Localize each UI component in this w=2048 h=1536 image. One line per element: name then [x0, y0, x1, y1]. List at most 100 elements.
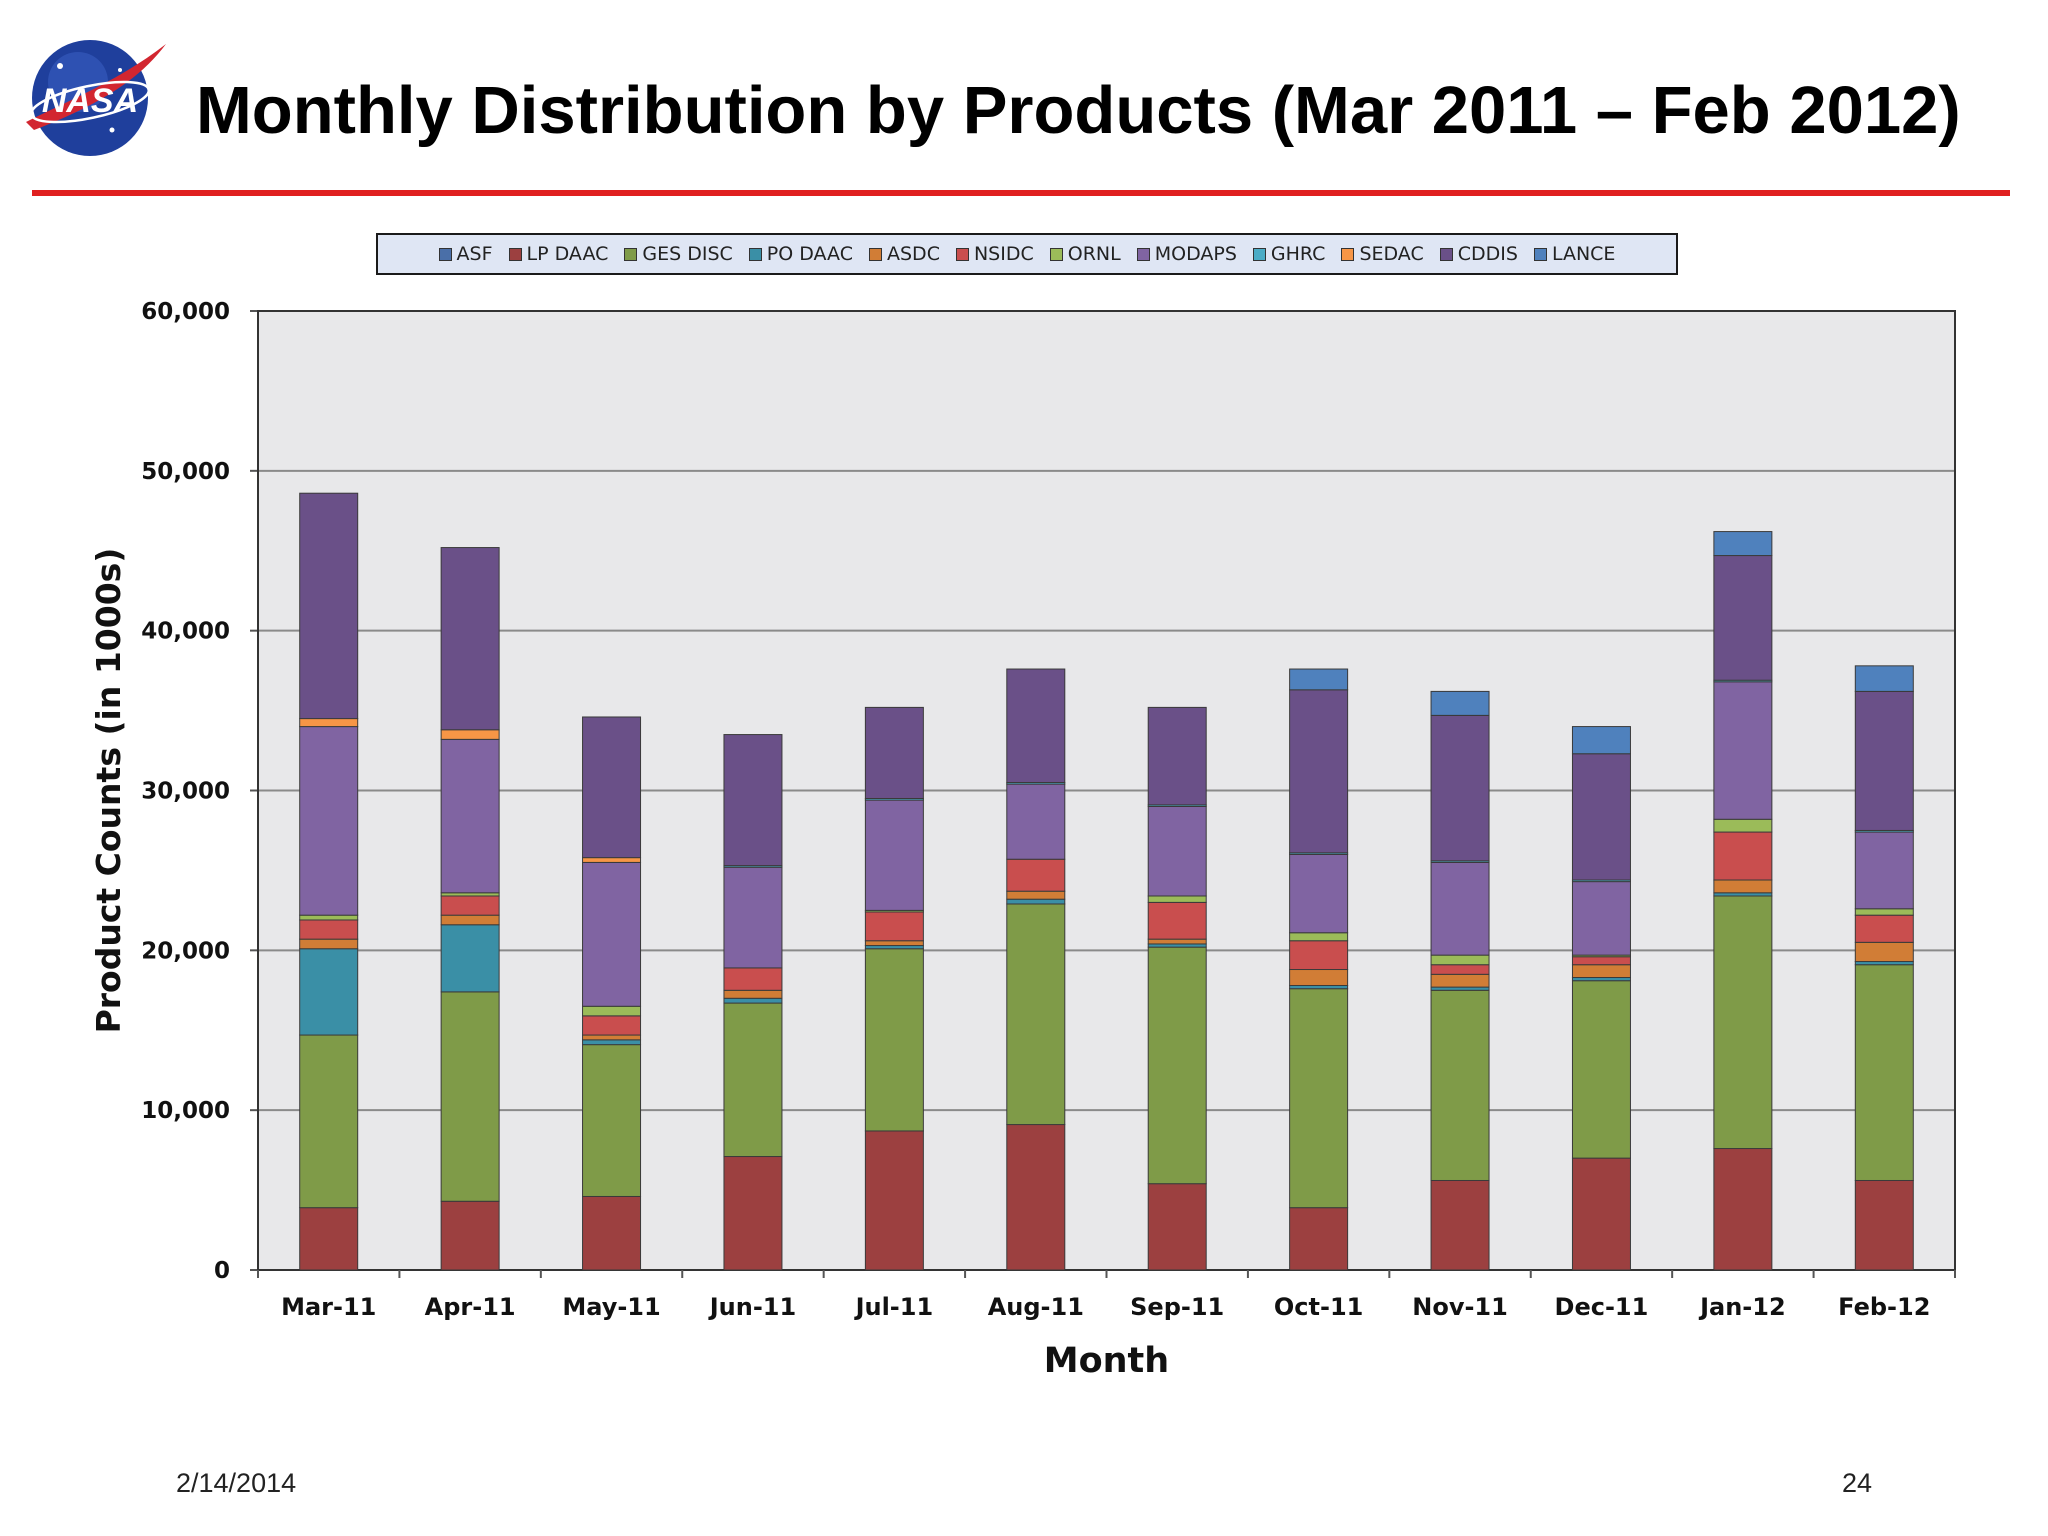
bar-segment-lance: [1430, 690, 1490, 716]
bar-segment-po-daac: [440, 924, 500, 993]
bar-segment-cddis: [1430, 714, 1490, 862]
bar-segment-cddis: [723, 734, 783, 867]
legend-label: MODAPS: [1154, 243, 1237, 265]
bar-segment-asdc: [1854, 941, 1914, 963]
bar-segment-ges-disc: [1430, 989, 1490, 1181]
bar-segment-nsidc: [1289, 940, 1349, 971]
slide-date: 2/14/2014: [176, 1468, 297, 1498]
bar-segment-ges-disc: [299, 1034, 359, 1209]
x-tick-label: May-11: [562, 1293, 660, 1321]
bar-segment-modaps: [1571, 881, 1631, 956]
x-tick-label: Jan-12: [1698, 1293, 1786, 1321]
legend-item: GES DISC: [624, 243, 733, 265]
legend-swatch: [1439, 247, 1453, 261]
bar-segment-ornl: [1289, 932, 1349, 942]
bar-segment-lp-daac: [1006, 1124, 1066, 1271]
bar-segment-cddis: [1289, 689, 1349, 854]
legend-item: PO DAAC: [748, 243, 853, 265]
bar-segment-asdc: [440, 914, 500, 926]
bar-segment-asdc: [1571, 964, 1631, 979]
legend-label: CDDIS: [1457, 243, 1518, 265]
bar-segment-cddis: [864, 706, 924, 799]
bar-segment-nsidc: [1430, 964, 1490, 975]
bar-segment-ges-disc: [1713, 895, 1773, 1150]
legend-label: NSIDC: [973, 243, 1034, 265]
x-tick-label: Oct-11: [1274, 1293, 1363, 1321]
bar-segment-lp-daac: [440, 1200, 500, 1271]
bar-segment-asdc: [1289, 969, 1349, 986]
bar-segment-ges-disc: [1006, 903, 1066, 1126]
bar-segment-modaps: [723, 866, 783, 969]
y-tick-label: 20,000: [141, 938, 230, 964]
legend-item: MODAPS: [1136, 243, 1237, 265]
bar-segment-nsidc: [440, 895, 500, 916]
bar-segment-cddis: [1854, 690, 1914, 831]
legend-swatch: [1341, 247, 1355, 261]
bar-segment-ges-disc: [1289, 988, 1349, 1209]
x-tick-label: Feb-12: [1838, 1293, 1930, 1321]
stacked-bar-chart: 0 10,000 20,000 30,000 40,000 50,000 60,000 Mar…: [89, 299, 1956, 1381]
nasa-logo: NASA: [26, 40, 166, 156]
legend-item: NSIDC: [955, 243, 1034, 265]
x-tick-label: Mar-11: [281, 1293, 376, 1321]
legend-swatch: [438, 247, 452, 261]
legend-label: GHRC: [1270, 243, 1326, 265]
bar-segment-modaps: [582, 861, 642, 1007]
bar-segment-modaps: [1006, 783, 1066, 860]
x-tick-label: Jun-11: [708, 1293, 796, 1321]
y-tick-label: 60,000: [141, 299, 230, 325]
x-tick-label: Apr-11: [425, 1293, 516, 1321]
title-divider: [32, 190, 2010, 196]
bar-segment-lp-daac: [1289, 1207, 1349, 1271]
bar-segment-sedac: [299, 718, 359, 728]
x-tick-label: Dec-11: [1555, 1293, 1649, 1321]
x-tick-label: Sep-11: [1130, 1293, 1224, 1321]
bar-segment-ornl: [1713, 818, 1773, 833]
bar-segment-ges-disc: [1147, 946, 1207, 1185]
bar-segment-sedac: [440, 729, 500, 740]
bar-segment-modaps: [1713, 681, 1773, 820]
bar-segment-nsidc: [299, 919, 359, 940]
bar-segment-ges-disc: [582, 1044, 642, 1197]
legend-item: CDDIS: [1439, 243, 1518, 265]
bar-segment-lp-daac: [1854, 1179, 1914, 1271]
bar-segment-nsidc: [1571, 956, 1631, 966]
bar-segment-ges-disc: [864, 948, 924, 1132]
bar-segment-modaps: [440, 738, 500, 894]
bar-segment-asdc: [299, 938, 359, 950]
legend-item: GHRC: [1252, 243, 1326, 265]
bar-segment-lance: [1289, 668, 1349, 691]
legend-swatch: [1136, 247, 1150, 261]
bar-segment-nsidc: [864, 911, 924, 942]
legend-label: ASDC: [887, 243, 940, 265]
bar-segment-lp-daac: [1430, 1179, 1490, 1271]
x-tick-label: Nov-11: [1412, 1293, 1508, 1321]
bar-segment-nsidc: [1713, 831, 1773, 881]
x-tick-label: Aug-11: [988, 1293, 1084, 1321]
bar-segment-ornl: [1430, 954, 1490, 966]
bar-segment-lp-daac: [723, 1156, 783, 1271]
bar-segment-cddis: [1713, 555, 1773, 681]
bar-segment-ges-disc: [1854, 964, 1914, 1181]
bar-segment-cddis: [1006, 668, 1066, 784]
bar-segment-cddis: [1147, 706, 1207, 806]
bar-segment-lp-daac: [1147, 1183, 1207, 1271]
bar-segment-lance: [1713, 531, 1773, 557]
bar-segment-lance: [1571, 726, 1631, 755]
bar-segment-cddis: [440, 547, 500, 731]
y-tick-label: 40,000: [141, 619, 230, 645]
legend-label: LANCE: [1551, 243, 1616, 265]
bar-segment-ges-disc: [440, 991, 500, 1202]
legend-item: SEDAC: [1341, 243, 1424, 265]
bar-segment-cddis: [299, 492, 359, 720]
bar-segment-asdc: [1147, 938, 1207, 945]
bar-segment-nsidc: [1147, 901, 1207, 940]
bar-segment-ornl: [299, 914, 359, 921]
legend-item: ASDC: [869, 243, 940, 265]
legend-swatch: [508, 247, 522, 261]
bar-segment-ges-disc: [723, 1002, 783, 1158]
bar-segment-cddis: [1571, 753, 1631, 881]
bar-segment-ornl: [1147, 895, 1207, 903]
bar-segment-lp-daac: [864, 1130, 924, 1271]
bar-segment-nsidc: [723, 967, 783, 991]
